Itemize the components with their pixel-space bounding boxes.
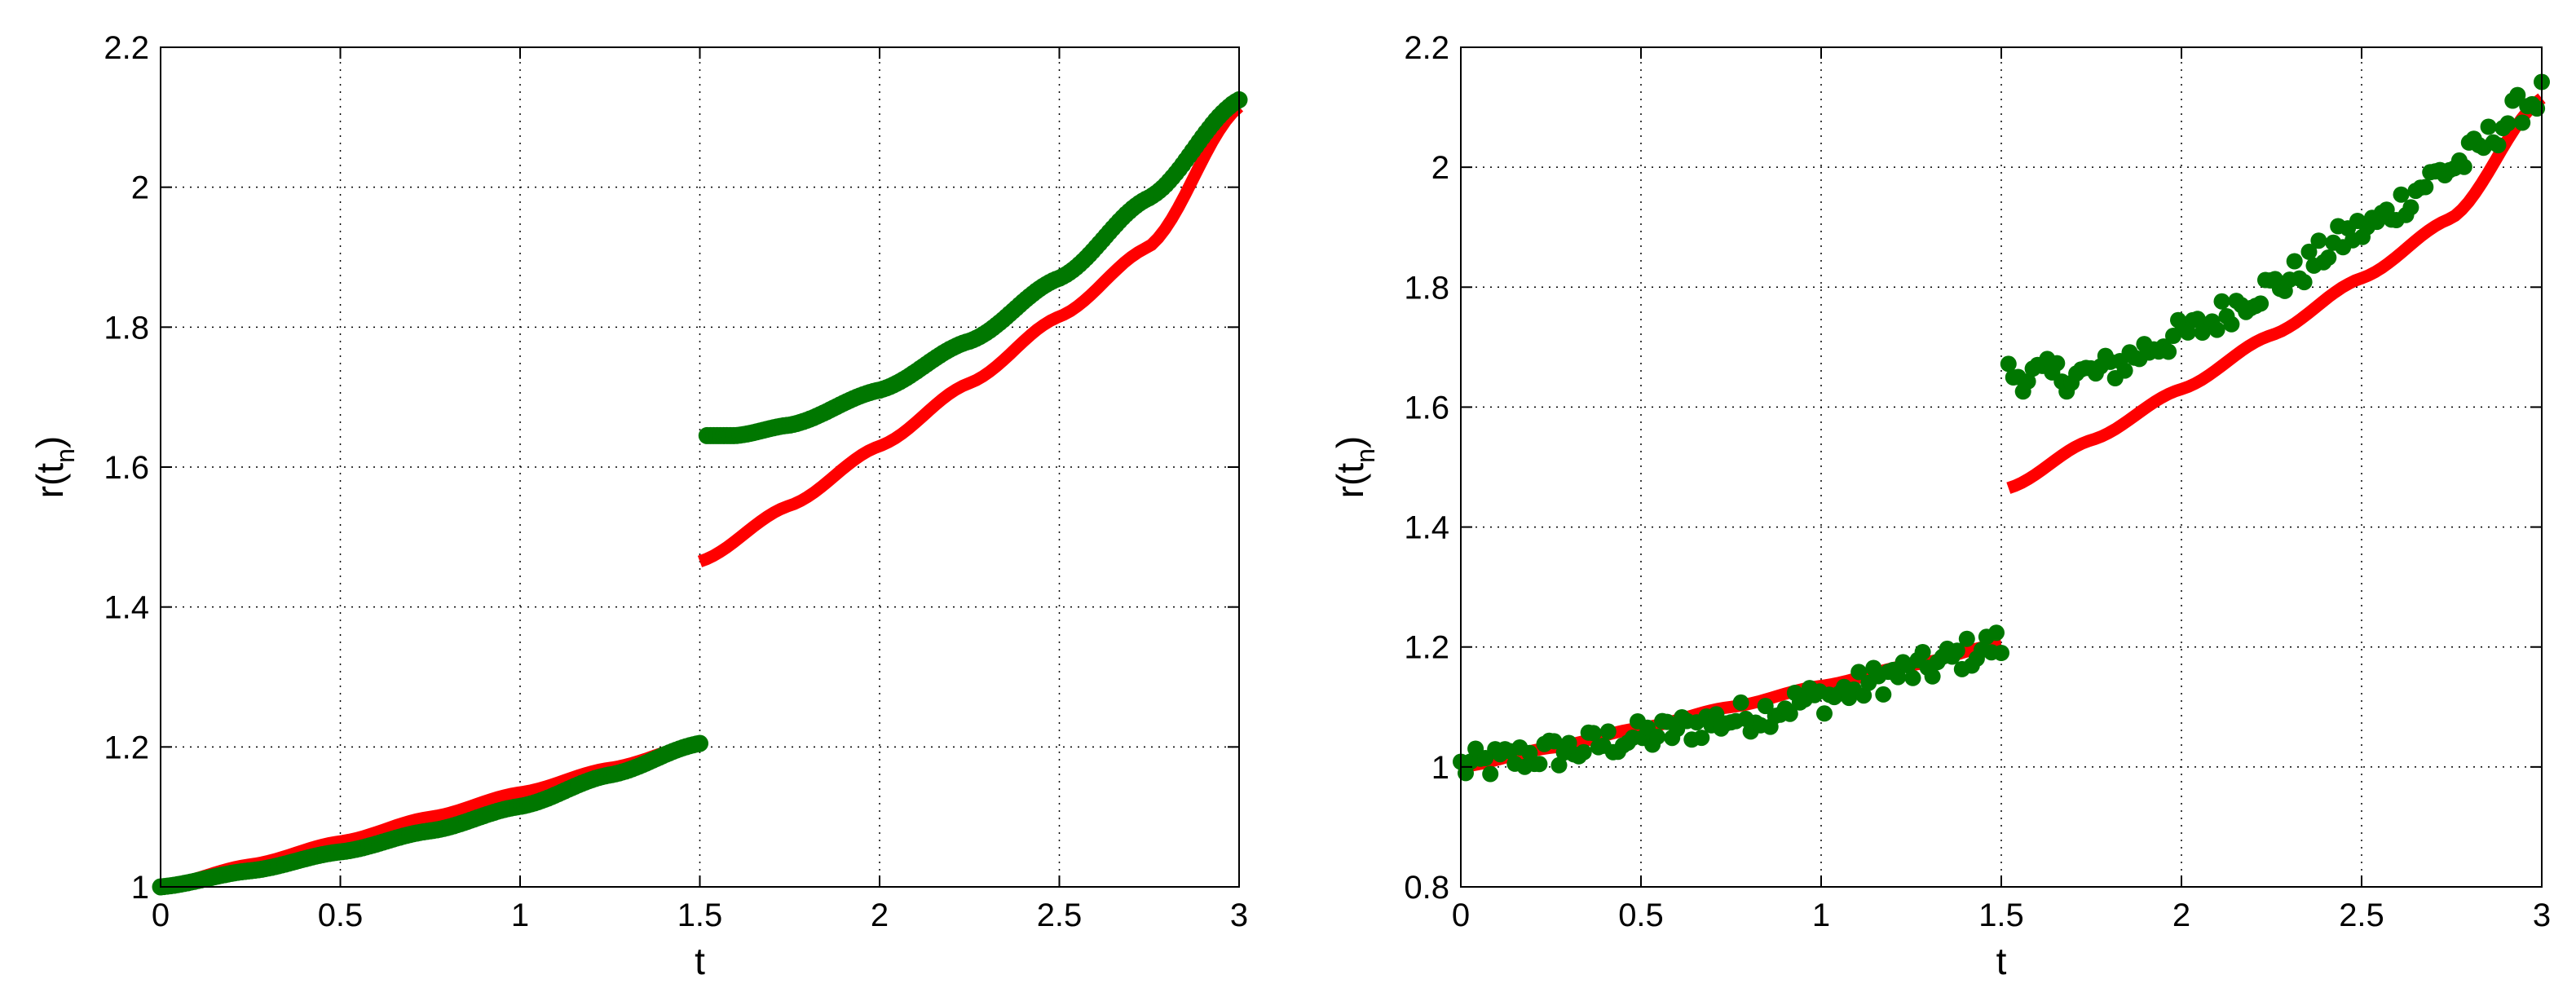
y-tick-label: 1.2 (104, 730, 149, 765)
x-tick-label: 0 (152, 897, 170, 933)
green-marker (2000, 355, 2017, 373)
green-marker (1875, 686, 1892, 703)
green-marker (1890, 668, 1907, 686)
green-marker (2509, 86, 2526, 104)
green-marker (1958, 630, 1975, 647)
green-marker (2529, 100, 2546, 117)
green-marker (1904, 669, 1921, 686)
y-tick-label: 1 (131, 870, 149, 906)
x-tick-label: 1.5 (677, 897, 723, 933)
green-marker (2208, 321, 2225, 338)
y-axis-label: r(tn) (29, 436, 80, 499)
green-marker (1550, 756, 1568, 774)
x-tick-label: 1.5 (1978, 897, 2024, 933)
right-panel: 0 0.5 1 1.5 2 2.5 3 0.8 1 1.2 1.4 1.6 1.8 2 2.2 t r(tn) (1329, 30, 2551, 982)
green-marker (1781, 705, 1798, 722)
green-marker (2019, 373, 2036, 390)
green-marker (1993, 645, 2009, 661)
grid (161, 47, 1239, 887)
green-marker (1575, 743, 1592, 761)
green-marker (2116, 362, 2133, 379)
green-marker (2223, 315, 2240, 333)
green-marker (2160, 343, 2177, 360)
green-marker (1914, 644, 1931, 660)
green-marker (1988, 624, 2005, 642)
red-curve-segment-2 (2006, 93, 2546, 494)
green-marker (2393, 186, 2410, 203)
x-tick-label: 2.5 (1037, 897, 1083, 933)
green-marker (1816, 705, 1833, 722)
y-tick-label: 1.6 (1404, 390, 1449, 426)
green-marker (1850, 664, 1868, 681)
green-marker (2300, 243, 2318, 260)
green-marker (1924, 668, 1941, 685)
y-tick-label: 1.4 (1404, 510, 1449, 546)
green-marker (1482, 765, 1499, 783)
red-curve-segment-2 (697, 102, 1244, 567)
x-tick-label: 0.5 (1618, 897, 1664, 933)
green-marker (2490, 137, 2507, 154)
green-marker (1599, 723, 1617, 740)
x-tick-label: 3 (2533, 897, 2551, 933)
green-marker-series (1453, 73, 2550, 783)
green-marker (2179, 324, 2196, 341)
x-tick-label: 0.5 (318, 897, 364, 933)
green-marker (2402, 199, 2419, 216)
green-marker (2286, 253, 2303, 270)
green-marker (1855, 687, 1872, 704)
green-marker (2049, 355, 2066, 372)
green-marker (2514, 114, 2531, 131)
green-marker (1948, 642, 1965, 659)
y-tick-label: 1.2 (1404, 630, 1449, 666)
x-tick-label: 0 (1452, 897, 1470, 933)
x-axis-label: t (1996, 940, 2007, 982)
green-marker (2310, 232, 2327, 249)
green-marker (1585, 725, 1602, 742)
green-marker (691, 734, 708, 752)
x-tick-label: 2.5 (2339, 897, 2384, 933)
y-tick-label: 1.8 (104, 310, 149, 346)
x-axis-label: t (695, 940, 705, 982)
x-tick-label: 1 (511, 897, 529, 933)
x-tick-label: 3 (1230, 897, 1248, 933)
grid (1461, 47, 2542, 887)
y-tick-label: 2.2 (1404, 30, 1449, 66)
green-marker (1649, 728, 1666, 745)
green-marker (2320, 249, 2337, 266)
green-marker (2499, 115, 2516, 132)
green-marker (2480, 118, 2497, 135)
green-marker (1546, 733, 1563, 750)
y-axis-label: r(tn) (1329, 436, 1380, 499)
green-marker-series (152, 90, 1248, 896)
y-tick-label: 1 (1431, 750, 1449, 786)
green-marker (2213, 293, 2230, 310)
y-tick-label: 2 (131, 170, 149, 206)
y-tick-label: 0.8 (1404, 870, 1449, 906)
green-marker (1531, 756, 1548, 773)
y-tick-label: 1.8 (1404, 270, 1449, 306)
y-tick-label: 1.4 (104, 590, 149, 626)
y-tick-label: 1.6 (104, 450, 149, 486)
x-tick-label: 1 (1812, 897, 1830, 933)
y-tick-label: 2.2 (104, 30, 149, 66)
x-tick-label: 2 (871, 897, 889, 933)
green-marker (2252, 295, 2269, 312)
green-marker (2455, 158, 2472, 175)
green-marker (1732, 694, 1749, 711)
y-tick-label: 2 (1431, 150, 1449, 186)
left-panel: 0 0.5 1 1.5 2 2.5 3 1 1.2 1.4 1.6 1.8 2 2.2 t r(tn) (29, 30, 1248, 982)
green-marker (2417, 179, 2434, 196)
x-tick-label: 2 (2172, 897, 2190, 933)
green-marker (1693, 730, 1710, 747)
red-curve-series (1460, 93, 2546, 774)
green-marker (2296, 274, 2313, 291)
